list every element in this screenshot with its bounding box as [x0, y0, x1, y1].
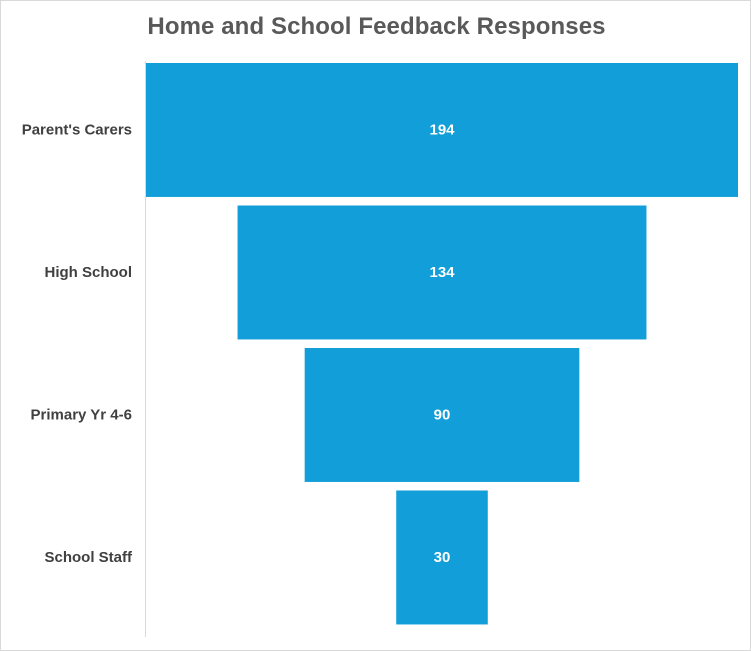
category-label-high-school: High School — [45, 264, 133, 281]
data-label-school-staff: 30 — [434, 549, 451, 566]
funnel-marks: 194 Parent's Carers 134 High School 90 Primar… — [22, 63, 738, 625]
chart-title: Home and School Feedback Responses — [147, 13, 606, 40]
funnel-bar-parent-s-carers — [146, 63, 738, 197]
category-label-school-staff: School Staff — [44, 549, 133, 566]
category-label-parent-s-carers: Parent's Carers — [22, 121, 132, 138]
funnel-bar-high-school — [237, 205, 647, 340]
data-label-parent-s-carers: 194 — [429, 121, 455, 138]
funnel-bar-school-staff — [396, 490, 488, 625]
funnel-bar-primary-yr-4-6 — [304, 348, 580, 482]
data-label-primary-yr-4-6: 90 — [434, 406, 451, 423]
data-label-high-school: 134 — [429, 264, 455, 281]
category-label-primary-yr-4-6: Primary Yr 4-6 — [31, 406, 132, 423]
